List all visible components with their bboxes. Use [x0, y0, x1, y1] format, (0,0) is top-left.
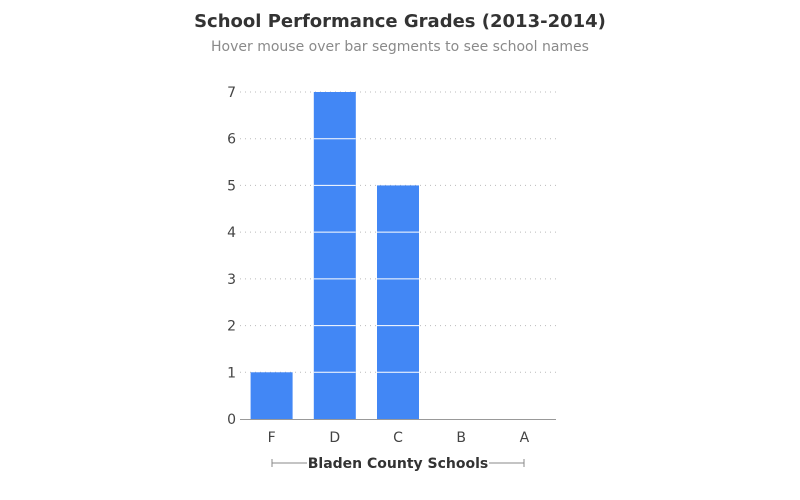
x-tick-label: A — [520, 430, 530, 446]
x-axis-title: Bladen County Schools — [308, 456, 489, 472]
bars — [250, 92, 419, 419]
y-tick-label: 3 — [227, 272, 236, 288]
y-tick-label: 1 — [227, 365, 236, 381]
bar-F[interactable] — [250, 372, 293, 419]
bar-C[interactable] — [377, 185, 419, 419]
chart-title: School Performance Grades (2013-2014) — [194, 11, 606, 32]
x-tick-label: F — [268, 430, 276, 446]
y-axis-ticks: 0 1 2 3 4 5 6 7 — [227, 85, 236, 428]
y-tick-label: 5 — [227, 178, 236, 194]
x-tick-label: B — [456, 430, 466, 446]
bar-D[interactable] — [313, 92, 356, 419]
y-tick-label: 7 — [227, 85, 236, 101]
y-tick-label: 6 — [227, 132, 236, 148]
y-tick-label: 2 — [227, 319, 236, 335]
x-tick-label: D — [329, 430, 340, 446]
x-tick-label: C — [393, 430, 403, 446]
y-tick-label: 0 — [227, 412, 236, 428]
x-axis-title-group: Bladen County Schools — [271, 456, 525, 472]
chart-subtitle: Hover mouse over bar segments to see sch… — [211, 39, 589, 55]
y-tick-label: 4 — [227, 225, 236, 241]
